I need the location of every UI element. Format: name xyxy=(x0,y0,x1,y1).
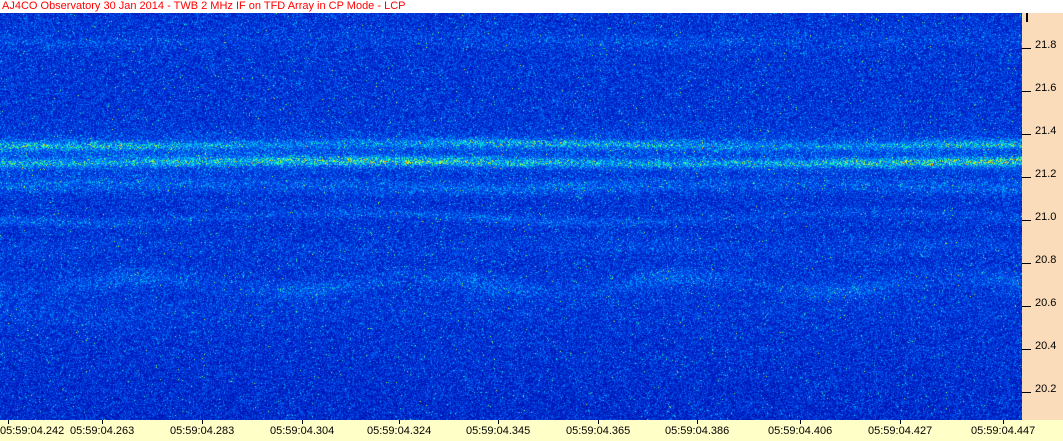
spectrogram-canvas xyxy=(0,13,1022,420)
freq-tick-mark xyxy=(1022,306,1031,307)
time-tick-mark xyxy=(900,420,901,424)
freq-tick-label: 21.0 xyxy=(1035,211,1057,223)
time-tick-label: 05:59:04.263 xyxy=(70,425,135,437)
time-axis: 05:59:04.242 05:59:04.263 05:59:04.283 05:5… xyxy=(0,420,1063,441)
time-tick-label: 05:59:04.447 xyxy=(971,425,1036,437)
time-tick-mark xyxy=(202,420,203,424)
time-tick-label: 05:59:04.386 xyxy=(665,425,730,437)
freq-tick-label: 20.6 xyxy=(1035,297,1057,309)
time-tick-mark xyxy=(800,420,801,424)
time-tick-label: 05:59:04.406 xyxy=(768,425,833,437)
freq-tick-mark xyxy=(1022,392,1031,393)
freq-tick-label: 21.8 xyxy=(1035,39,1057,51)
time-tick-mark xyxy=(498,420,499,424)
freq-tick-mark xyxy=(1022,349,1031,350)
freq-tick-mark xyxy=(1022,134,1031,135)
time-tick-mark xyxy=(302,420,303,424)
time-tick-label: 05:59:04.365 xyxy=(566,425,631,437)
time-tick-label: 05:59:04.304 xyxy=(270,425,335,437)
freq-tick-label: 21.6 xyxy=(1035,82,1057,94)
freq-tick-mark xyxy=(1022,177,1031,178)
freq-tick-label: 21.4 xyxy=(1035,125,1057,137)
time-tick-mark xyxy=(1003,420,1004,424)
freq-tick-mark xyxy=(1022,91,1031,92)
time-tick-label: 05:59:04.242 xyxy=(0,425,65,437)
plot-title: AJ4CO Observatory 30 Jan 2014 - TWB 2 MH… xyxy=(0,0,1063,13)
time-tick-mark xyxy=(8,420,9,424)
freq-tick-mark xyxy=(1022,220,1031,221)
freq-axis: 21.8 21.6 21.4 21.2 21.0 20.8 20.6 20.4 20.2 xyxy=(1022,13,1063,420)
time-tick-mark xyxy=(399,420,400,424)
time-tick-label: 05:59:04.324 xyxy=(367,425,432,437)
freq-tick-mark xyxy=(1022,48,1031,49)
time-tick-mark xyxy=(102,420,103,424)
time-tick-label: 05:59:04.427 xyxy=(868,425,933,437)
freq-axis-top-stub xyxy=(1026,13,1028,22)
time-tick-mark xyxy=(697,420,698,424)
freq-tick-label: 20.4 xyxy=(1035,340,1057,352)
freq-tick-label: 20.8 xyxy=(1035,254,1057,266)
freq-tick-label: 21.2 xyxy=(1035,168,1057,180)
freq-tick-label: 20.2 xyxy=(1035,383,1057,395)
time-tick-label: 05:59:04.345 xyxy=(466,425,531,437)
freq-tick-mark xyxy=(1022,263,1031,264)
time-tick-label: 05:59:04.283 xyxy=(170,425,235,437)
time-tick-mark xyxy=(598,420,599,424)
